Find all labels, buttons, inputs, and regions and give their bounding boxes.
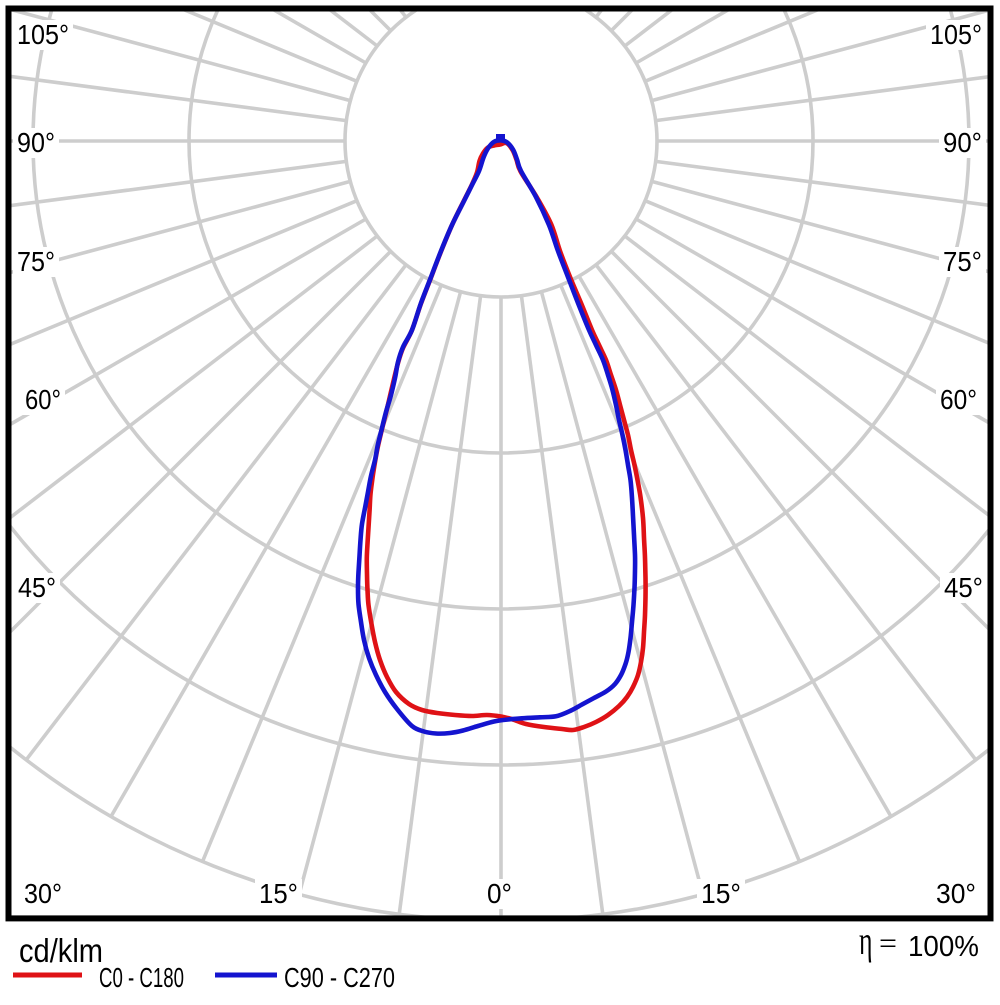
svg-text:100%: 100% xyxy=(908,931,979,963)
svg-text:C0 - C180: C0 - C180 xyxy=(99,962,184,993)
svg-text:0°: 0° xyxy=(487,878,512,909)
svg-text:30°: 30° xyxy=(936,878,976,909)
svg-text:105°: 105° xyxy=(930,19,982,50)
svg-text:45°: 45° xyxy=(944,572,983,603)
svg-text:60°: 60° xyxy=(940,384,977,415)
svg-text:90°: 90° xyxy=(943,127,982,158)
svg-text:60°: 60° xyxy=(25,384,61,415)
svg-text:90°: 90° xyxy=(17,127,55,158)
svg-text:=: = xyxy=(879,927,897,960)
svg-text:cd/klm: cd/klm xyxy=(19,933,103,970)
svg-text:15°: 15° xyxy=(701,878,741,909)
svg-text:30°: 30° xyxy=(24,878,62,909)
svg-text:15°: 15° xyxy=(259,878,298,909)
svg-text:105°: 105° xyxy=(17,19,69,50)
svg-text:η: η xyxy=(859,918,873,963)
svg-text:75°: 75° xyxy=(943,246,982,277)
svg-text:C90 - C270: C90 - C270 xyxy=(284,962,395,993)
svg-text:75°: 75° xyxy=(17,246,55,277)
svg-text:45°: 45° xyxy=(18,572,56,603)
